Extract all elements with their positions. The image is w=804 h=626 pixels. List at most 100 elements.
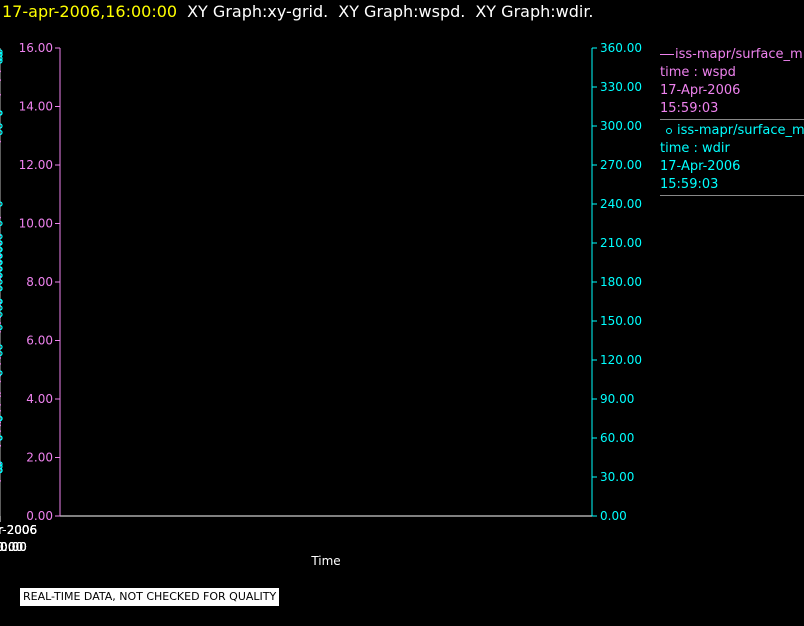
header-time: 17-apr-2006,16:00:00 — [2, 2, 178, 21]
right-tick-label: 300.00 — [600, 119, 642, 133]
left-tick-label: 8.00 — [26, 275, 53, 289]
data-point-wspd — [0, 362, 1, 365]
data-point-wdir — [0, 58, 3, 64]
x-tick-label-time: 10:00:00 — [0, 540, 27, 554]
data-point-wdir — [0, 259, 3, 266]
data-point-wdir — [0, 129, 3, 136]
x-tick-label-time: 14:00:00 — [0, 540, 27, 554]
right-tick-label: 60.00 — [600, 431, 634, 445]
data-point-wspd — [0, 430, 1, 433]
left-tick-label: 6.00 — [26, 334, 53, 348]
data-point-wdir — [0, 305, 3, 311]
data-point-wspd — [0, 216, 1, 219]
x-axis-title: Time — [310, 554, 340, 568]
data-point-wdir — [0, 201, 3, 207]
data-point-wdir — [0, 324, 3, 331]
x-tick-label-time: 12:00:00 — [0, 540, 27, 554]
data-point-wdir — [0, 435, 3, 441]
data-point-wdir — [0, 272, 3, 279]
data-point-wspd — [0, 93, 1, 96]
x-tick-label-date: 17-Apr-2006 — [0, 523, 37, 537]
right-tick-label: 30.00 — [600, 470, 634, 484]
series-layer — [0, 49, 3, 482]
data-point-wdir — [0, 370, 3, 376]
x-tick-label-date: 17-Apr-2006 — [0, 523, 37, 537]
legend-wspd-series: iss-mapr/surface_m — [675, 47, 803, 62]
data-point-wdir — [0, 467, 3, 474]
legend: iss-mapr/surface_m time : wspd 17-Apr-20… — [660, 46, 804, 198]
right-tick-label: 360.00 — [600, 41, 642, 55]
axis-layer: 17-Apr-20064:00:0017-Apr-20066:00:0017-A… — [0, 41, 642, 568]
data-point-wdir — [0, 266, 3, 272]
right-tick-label: 210.00 — [600, 236, 642, 250]
data-point-wdir — [0, 246, 3, 253]
left-tick-label: 12.00 — [19, 158, 53, 172]
x-tick-label-time: 4:00:00 — [0, 540, 23, 554]
legend-divider — [660, 119, 804, 120]
left-tick-label: 16.00 — [19, 41, 53, 55]
data-point-wdir — [0, 285, 3, 292]
right-tick-label: 90.00 — [600, 392, 634, 406]
data-point-wspd — [0, 275, 1, 278]
right-tick-label: 180.00 — [600, 275, 642, 289]
left-tick-label: 0.00 — [26, 509, 53, 523]
data-point-wdir — [0, 51, 3, 58]
data-point-wspd — [0, 140, 1, 143]
line-swatch-icon — [660, 54, 674, 55]
left-tick-label: 2.00 — [26, 451, 53, 465]
legend-wdir-var: time : wdir — [660, 141, 730, 156]
x-tick-label-time: 16:00:00 — [0, 540, 27, 554]
title-bar: 17-apr-2006,16:00:00 XY Graph:xy-grid. XY … — [0, 0, 804, 26]
data-point-wdir — [0, 279, 3, 285]
data-point-wspd — [0, 70, 1, 73]
quality-note: REAL-TIME DATA, NOT CHECKED FOR QUALITY — [20, 588, 280, 606]
data-point-wspd — [0, 392, 1, 395]
right-tick-label: 120.00 — [600, 353, 642, 367]
right-tick-label: 330.00 — [600, 80, 642, 94]
legend-wdir-date: 17-Apr-2006 — [660, 159, 741, 174]
circle-swatch-icon — [666, 127, 672, 134]
data-point-wdir — [0, 233, 3, 240]
left-tick-label: 10.00 — [19, 217, 53, 231]
data-point-wspd — [0, 409, 1, 412]
data-point-wdir — [0, 240, 3, 246]
x-tick-label-time: 6:00:00 — [0, 540, 23, 554]
data-point-wspd — [0, 321, 1, 324]
data-point-wspd — [0, 330, 1, 333]
data-point-wspd — [0, 403, 1, 406]
legend-wspd-var: time : wspd — [660, 65, 736, 80]
right-tick-label: 240.00 — [600, 197, 642, 211]
x-tick-label-date: 17-Apr-2006 — [0, 523, 37, 537]
data-point-wspd — [0, 380, 1, 383]
legend-wspd-date: 17-Apr-2006 — [660, 83, 741, 98]
data-point-wspd — [0, 444, 1, 447]
legend-divider — [660, 195, 804, 196]
data-point-wspd — [0, 424, 1, 427]
left-tick-label: 4.00 — [26, 392, 53, 406]
left-tick-label: 14.00 — [19, 100, 53, 114]
right-tick-label: 270.00 — [600, 158, 642, 172]
data-point-wdir — [0, 461, 3, 467]
data-point-wspd — [0, 462, 1, 465]
x-tick-label-date: 17-Apr-2006 — [0, 523, 37, 537]
legend-entry-wdir: iss-mapr/surface_m time : wdir 17-Apr-20… — [660, 122, 804, 194]
legend-wdir-series: iss-mapr/surface_m — [677, 123, 804, 138]
header-graph-xy-grid: XY Graph:xy-grid. — [187, 2, 329, 21]
legend-wspd-time: 15:59:03 — [660, 101, 719, 116]
data-point-wdir — [0, 253, 3, 259]
data-point-wdir — [0, 344, 3, 350]
data-point-wdir — [0, 49, 3, 55]
legend-wdir-time: 15:59:03 — [660, 177, 719, 192]
data-point-wspd — [0, 254, 1, 257]
data-point-wdir — [0, 55, 3, 61]
data-point-wdir — [0, 220, 3, 227]
right-tick-label: 0.00 — [600, 509, 627, 523]
data-point-wspd — [0, 357, 1, 360]
data-point-wspd — [0, 395, 1, 398]
x-tick-label-date: 17-Apr-2006 — [0, 523, 37, 537]
data-point-wspd — [0, 421, 1, 424]
header-graph-wspd: XY Graph:wspd. — [338, 2, 466, 21]
x-tick-label-date: 17-Apr-2006 — [0, 523, 37, 537]
data-point-wdir — [0, 415, 3, 422]
